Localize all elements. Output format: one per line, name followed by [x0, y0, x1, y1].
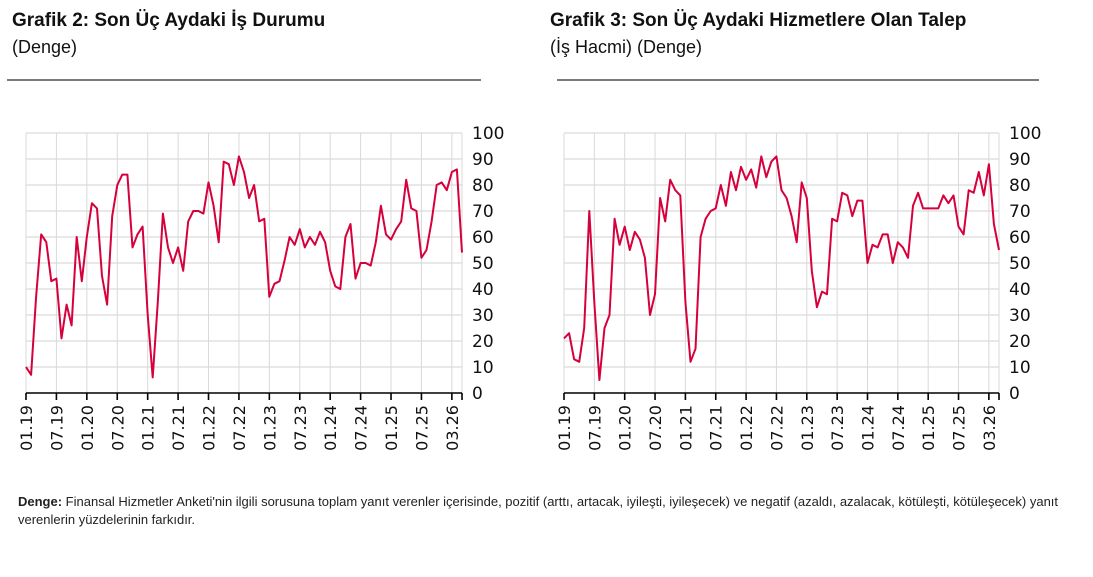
x-tick-label: 07.21 — [707, 405, 726, 451]
x-tick-label: 07.22 — [230, 405, 249, 451]
x-tick-label: 07.21 — [169, 405, 188, 451]
x-tick-label: 07.25 — [412, 405, 431, 451]
chart-subtitle: (Denge) — [12, 37, 78, 57]
y-tick-label: 60 — [472, 228, 494, 248]
x-tick-label: 01.21 — [139, 405, 158, 451]
x-tick-label: 01.19 — [555, 405, 574, 451]
title-divider — [557, 79, 1039, 81]
x-tick-label: 01.22 — [737, 405, 756, 451]
x-tick-label: 01.23 — [798, 405, 817, 451]
footnote-text: Finansal Hizmetler Anketi'nin ilgili sor… — [18, 494, 1059, 527]
x-tick-label: 01.24 — [858, 405, 877, 451]
x-tick-label: 07.19 — [47, 405, 66, 451]
x-tick-label: 07.22 — [767, 405, 786, 451]
y-tick-label: 20 — [472, 332, 494, 352]
y-tick-label: 90 — [472, 150, 494, 170]
y-tick-label: 100 — [472, 124, 504, 144]
chart-title: Grafik 3: Son Üç Aydaki Hizmetlere Olan … — [550, 10, 967, 31]
x-tick-label: 03.26 — [980, 405, 999, 451]
x-tick-label: 07.24 — [889, 405, 908, 451]
data-line — [25, 155, 463, 379]
x-tick-label: 07.20 — [108, 405, 127, 451]
x-tick-label: 07.19 — [585, 405, 604, 451]
data-line — [563, 155, 1000, 381]
y-tick-label: 10 — [1009, 358, 1031, 378]
line-chart-business-situation: 0 10 20 30 40 50 60 70 80 90 100 01.19 07.19 01.20 07.… — [17, 124, 504, 451]
y-tick-label: 0 — [472, 384, 483, 404]
y-tick-label: 40 — [1009, 280, 1031, 300]
x-tick-label: 07.24 — [352, 405, 371, 451]
x-tick-label: 01.20 — [78, 405, 97, 451]
y-tick-label: 100 — [1009, 124, 1041, 144]
title-divider — [7, 79, 481, 81]
x-tick-label: 07.23 — [828, 405, 847, 451]
y-tick-label: 0 — [1009, 384, 1020, 404]
x-tick-label: 03.26 — [443, 405, 462, 451]
chart-subtitle: (İş Hacmi) (Denge) — [550, 37, 703, 57]
x-tick-label: 01.21 — [676, 405, 695, 451]
line-chart-service-demand: 0 10 20 30 40 50 60 70 80 90 100 01.19 07.19 01.20 07.… — [555, 124, 1041, 451]
y-tick-label: 50 — [472, 254, 494, 274]
x-tick-label: 07.23 — [291, 405, 310, 451]
y-tick-label: 20 — [1009, 332, 1031, 352]
x-tick-label: 07.25 — [950, 405, 969, 451]
y-tick-label: 60 — [1009, 228, 1031, 248]
y-tick-label: 80 — [1009, 176, 1031, 196]
y-tick-label: 10 — [472, 358, 494, 378]
x-tick-label: 01.23 — [260, 405, 279, 451]
y-tick-label: 50 — [1009, 254, 1031, 274]
y-tick-label: 70 — [1009, 202, 1031, 222]
y-tick-label: 80 — [472, 176, 494, 196]
x-tick-label: 01.20 — [616, 405, 635, 451]
y-tick-label: 30 — [472, 306, 494, 326]
chart-title: Grafik 2: Son Üç Aydaki İş Durumu — [12, 10, 326, 31]
x-tick-label: 01.24 — [321, 405, 340, 451]
x-tick-label: 01.22 — [200, 405, 219, 451]
x-tick-label: 07.20 — [646, 405, 665, 451]
x-tick-label: 01.25 — [382, 405, 401, 451]
x-tick-label: 01.25 — [919, 405, 938, 451]
footnote: Denge: Finansal Hizmetler Anketi'nin ilg… — [18, 493, 1088, 529]
y-tick-label: 30 — [1009, 306, 1031, 326]
y-tick-label: 70 — [472, 202, 494, 222]
footnote-label: Denge: — [18, 494, 63, 509]
y-tick-label: 40 — [472, 280, 494, 300]
y-tick-label: 90 — [1009, 150, 1031, 170]
x-tick-label: 01.19 — [17, 405, 36, 451]
